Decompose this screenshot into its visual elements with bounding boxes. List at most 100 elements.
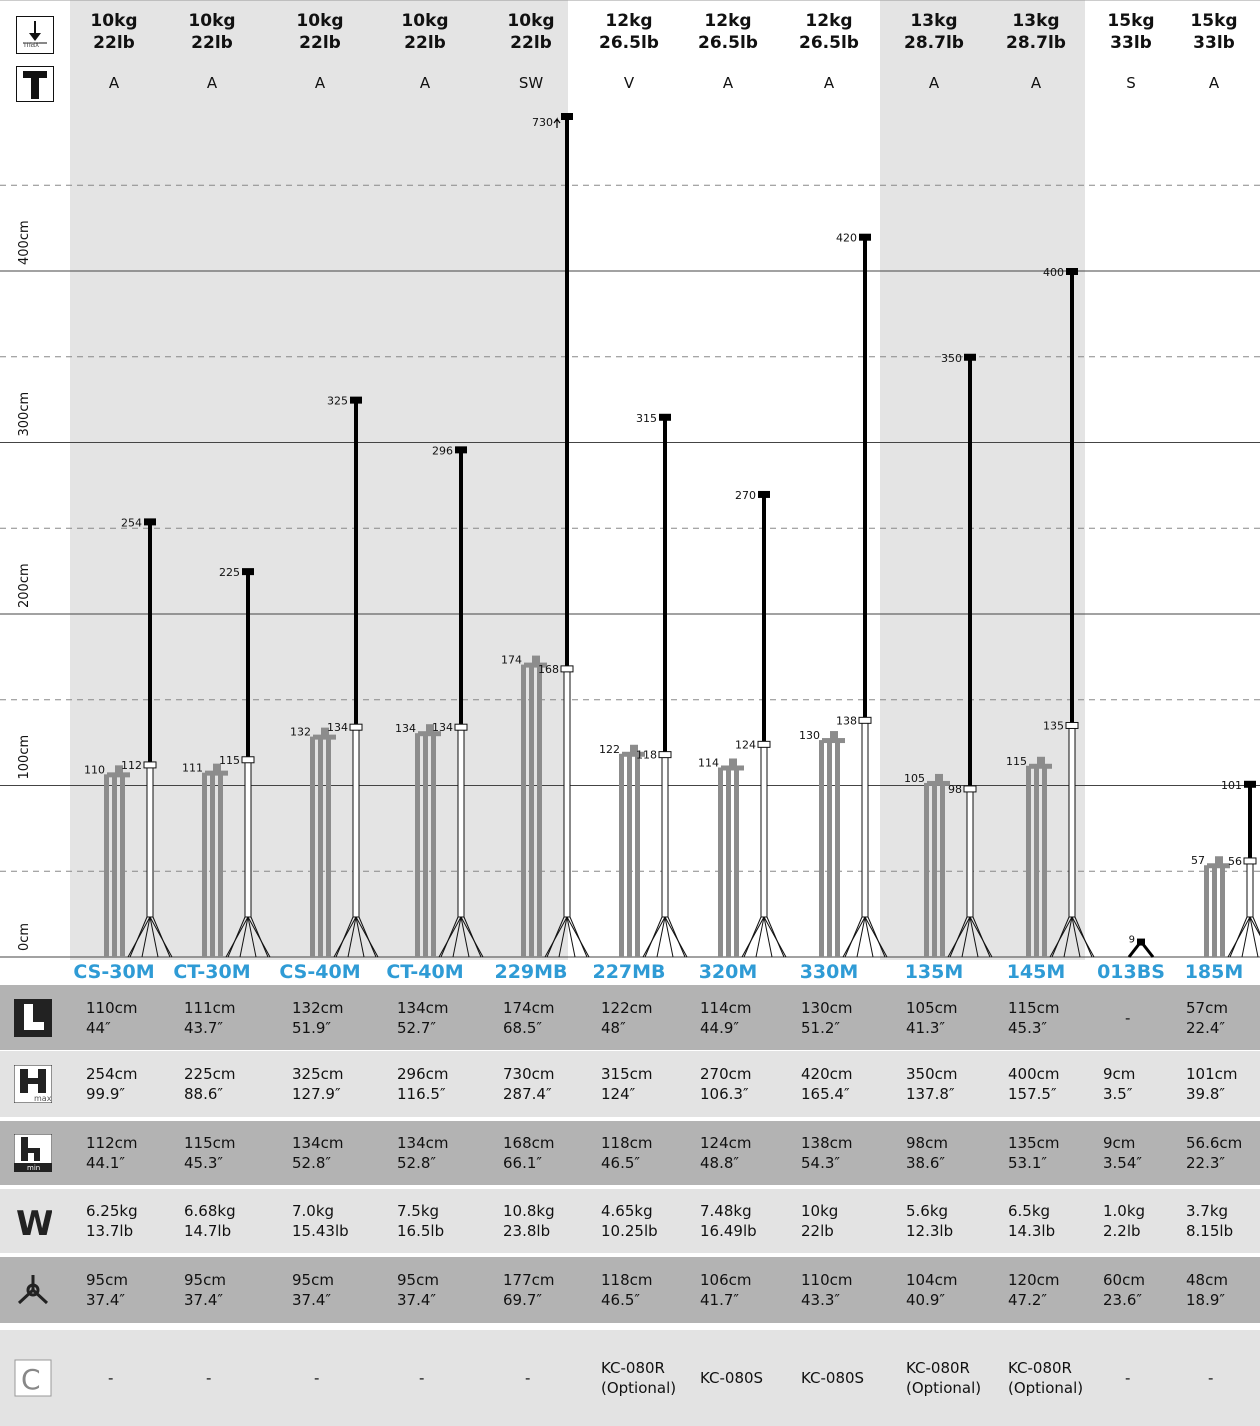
stand-4-tripod-leg	[569, 916, 588, 958]
spec-value: 110cm 43.3″	[801, 1271, 853, 1309]
model-name: CS-40M	[279, 961, 361, 983]
min-height-label: 135	[1043, 719, 1064, 732]
model-name: 145M	[1006, 961, 1066, 983]
stand-9-folded-head	[1037, 756, 1045, 765]
spec-value: 177cm 69.7″	[503, 1271, 555, 1309]
stand-0-tripod-leg	[149, 916, 159, 958]
spec-value: -	[314, 1369, 320, 1387]
stand-5-folded-leg	[627, 753, 632, 957]
stand-9-folded-leg	[1026, 765, 1031, 957]
folded-length-icon	[14, 999, 52, 1037]
spec-value: -	[1125, 1009, 1131, 1027]
spec-value: -	[419, 1369, 425, 1387]
spec-value: 315cm 124″	[601, 1065, 653, 1103]
spec-value: 95cm 37.4″	[397, 1271, 439, 1309]
stand-7-folded-leg	[835, 740, 840, 957]
min-height-label: 118	[636, 749, 657, 762]
stand-2-tripod-leg	[347, 916, 357, 958]
stand-type: S	[1126, 74, 1136, 92]
stand-3-tripod-leg	[463, 916, 482, 958]
stand-0-tripod-collar	[143, 761, 157, 769]
spec-row-h: max 254cm 99.9″ 225cm 88.6″ 325cm 127.9″ 296…	[0, 1051, 1260, 1117]
max-caption: max	[24, 40, 40, 49]
load-rating: 10kg 22lb	[90, 11, 138, 53]
spec-value: -	[108, 1369, 114, 1387]
stand-11-folded-leg	[1204, 865, 1209, 957]
stand-9-tripod-column	[1068, 724, 1076, 918]
stand-type: V	[623, 74, 635, 92]
model-name: 013BS	[1097, 961, 1165, 983]
spec-row-h: min 112cm 44.1″ 115cm 45.3″ 134cm 52.8″ 134c…	[0, 1121, 1260, 1185]
model-name: CT-30M	[173, 961, 251, 983]
min-height-label: 112	[121, 759, 142, 772]
spec-value: 111cm 43.7″	[184, 999, 236, 1037]
spec-value: 56.6cm 22.3″	[1186, 1134, 1243, 1172]
stand-type: A	[314, 74, 326, 92]
spec-value: 118cm 46.5″	[601, 1271, 653, 1309]
max-height-label: 400	[1043, 266, 1064, 279]
stand-5-tripod-leg	[644, 916, 663, 958]
stand-2-tripod-leg	[335, 916, 354, 958]
stand-7-folded-leg	[827, 740, 832, 957]
base-013bs-leg	[1139, 940, 1155, 958]
stand-7-folded-leg	[819, 740, 824, 957]
stand-2-top-cap	[350, 396, 362, 404]
stand-9-folded-cap	[1029, 763, 1052, 769]
stand-5-tripod-leg	[656, 916, 666, 958]
spec-value: 3.7kg 8.15lb	[1186, 1202, 1234, 1240]
stand-4-tripod-leg	[566, 916, 576, 958]
stand-type: A	[419, 74, 431, 92]
spec-value: 174cm 68.5″	[503, 999, 555, 1037]
stand-1-folded-leg	[218, 772, 223, 957]
stand-6-tripod-column	[760, 743, 768, 918]
stand-1-folded-leg	[202, 772, 207, 957]
y-tick-label: 200cm	[17, 563, 32, 608]
stand-2-tripod-column	[352, 726, 360, 918]
spec-value: 225cm 88.6″	[184, 1065, 236, 1103]
load-rating: 13kg 28.7lb	[904, 11, 964, 53]
stand-type: A	[206, 74, 218, 92]
stand-3-folded-leg	[423, 733, 428, 957]
stand-3-tripod-collar	[454, 723, 468, 731]
max-height-icon: max	[13, 1064, 53, 1104]
svg-text:min: min	[27, 1164, 40, 1172]
stand-3-tripod-column	[457, 726, 465, 918]
stand-11-folded-leg	[1212, 865, 1217, 957]
load-rating: 10kg 22lb	[296, 11, 344, 53]
spec-value: 1.0kg 2.2lb	[1103, 1202, 1146, 1240]
stand-6-extension	[762, 493, 766, 745]
load-rating: 10kg 22lb	[188, 11, 236, 53]
spec-value: 134cm 52.8″	[397, 1134, 449, 1172]
stand-9-tripod-leg	[1074, 916, 1093, 958]
spec-value: 7.5kg 16.5lb	[397, 1202, 445, 1240]
folded-length-label: 57	[1191, 854, 1205, 867]
stand-8-tripod-leg	[969, 916, 979, 958]
stand-8-tripod-column	[966, 788, 974, 918]
spec-value: 95cm 37.4″	[86, 1271, 128, 1309]
spec-value: -	[1208, 1369, 1214, 1387]
chart-area: 0cm 100cm 200cm 300cm 400cm 110 254 112 111 225 11…	[0, 0, 1260, 960]
min-height-label: 56	[1228, 855, 1242, 868]
max-height-label: 315	[636, 412, 657, 425]
spec-value: 10.8kg 23.8lb	[503, 1202, 555, 1240]
max-height-label: 350	[941, 352, 962, 365]
min-height-icon: min	[13, 1133, 53, 1173]
max-height-label: 254	[121, 516, 142, 529]
stand-4-folded-leg	[521, 664, 526, 957]
spec-value: 98cm 38.6″	[906, 1134, 948, 1172]
spec-value: 101cm 39.8″	[1186, 1065, 1238, 1103]
stand-0-tripod-leg	[152, 916, 171, 958]
stand-11-top-cap	[1244, 780, 1256, 788]
stand-0-tripod-leg	[129, 916, 148, 958]
tripod-type-icon	[16, 66, 54, 102]
stand-6-tripod-leg	[755, 916, 765, 958]
svg-text:C: C	[21, 1363, 41, 1396]
spec-value: 115cm 45.3″	[1008, 999, 1060, 1037]
spec-row-l: 110cm 44″ 111cm 43.7″ 132cm 51.9″ 134cm 52.…	[0, 985, 1260, 1050]
stand-0-folded-leg	[120, 774, 125, 957]
folded-length-label: 114	[698, 756, 719, 769]
model-name: CS-30M	[73, 961, 155, 983]
stand-type: A	[1030, 74, 1042, 92]
stand-5-folded-head	[630, 744, 638, 753]
y-tick-label: 400cm	[17, 220, 32, 265]
